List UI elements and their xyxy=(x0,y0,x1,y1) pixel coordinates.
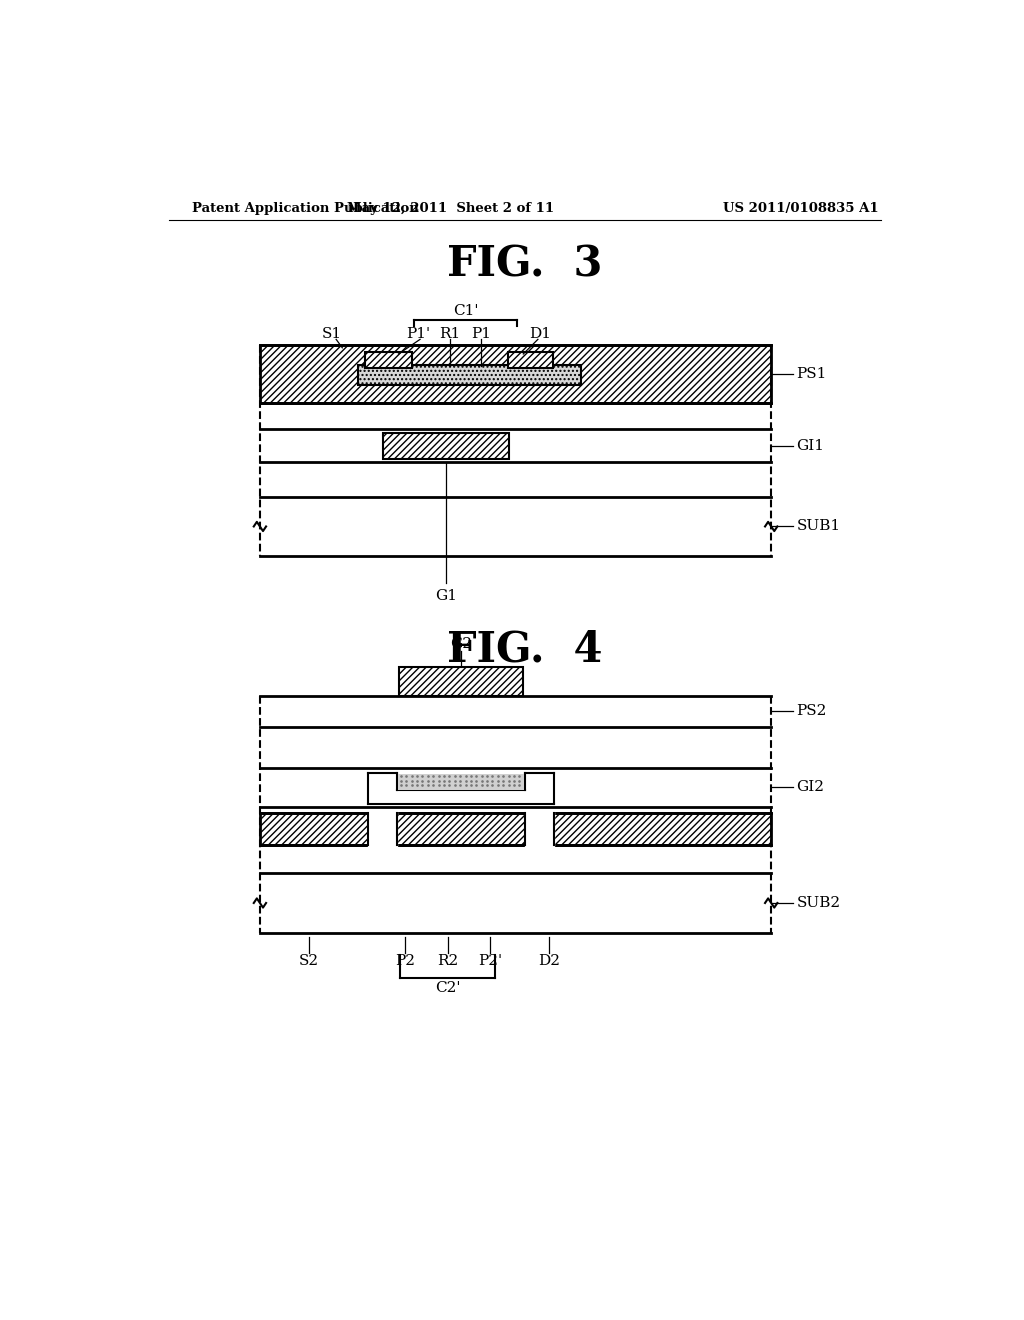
Text: SUB1: SUB1 xyxy=(797,520,841,533)
Text: PS2: PS2 xyxy=(797,705,827,718)
Text: P1: P1 xyxy=(471,327,490,341)
Bar xyxy=(398,667,523,696)
Polygon shape xyxy=(368,812,397,846)
Text: S1: S1 xyxy=(323,327,342,341)
Text: R1: R1 xyxy=(439,327,461,341)
Bar xyxy=(357,364,581,385)
Bar xyxy=(260,345,771,404)
Text: D1: D1 xyxy=(529,327,551,341)
Text: S2: S2 xyxy=(299,954,319,968)
Text: C1': C1' xyxy=(453,304,478,318)
Text: GI1: GI1 xyxy=(797,438,824,453)
Text: US 2011/0108835 A1: US 2011/0108835 A1 xyxy=(723,202,879,215)
Bar xyxy=(397,774,524,789)
Text: R2: R2 xyxy=(437,954,459,968)
Bar xyxy=(366,352,412,368)
Text: P2': P2' xyxy=(478,954,502,968)
Text: SUB2: SUB2 xyxy=(797,896,841,909)
Text: FIG.  3: FIG. 3 xyxy=(447,244,602,285)
Bar xyxy=(383,433,509,459)
Text: May 12, 2011  Sheet 2 of 11: May 12, 2011 Sheet 2 of 11 xyxy=(346,202,554,215)
Text: D2: D2 xyxy=(539,954,560,968)
Bar xyxy=(260,813,771,845)
Bar xyxy=(508,352,553,368)
Text: P2: P2 xyxy=(394,954,415,968)
Text: G2: G2 xyxy=(450,636,472,651)
Text: PS1: PS1 xyxy=(797,367,827,381)
Text: GI2: GI2 xyxy=(797,780,824,795)
Text: Patent Application Publication: Patent Application Publication xyxy=(193,202,419,215)
Text: FIG.  4: FIG. 4 xyxy=(447,628,602,671)
Text: G1: G1 xyxy=(435,589,458,603)
Text: C2': C2' xyxy=(434,982,460,995)
Polygon shape xyxy=(524,812,554,846)
Text: P1': P1' xyxy=(406,327,430,341)
